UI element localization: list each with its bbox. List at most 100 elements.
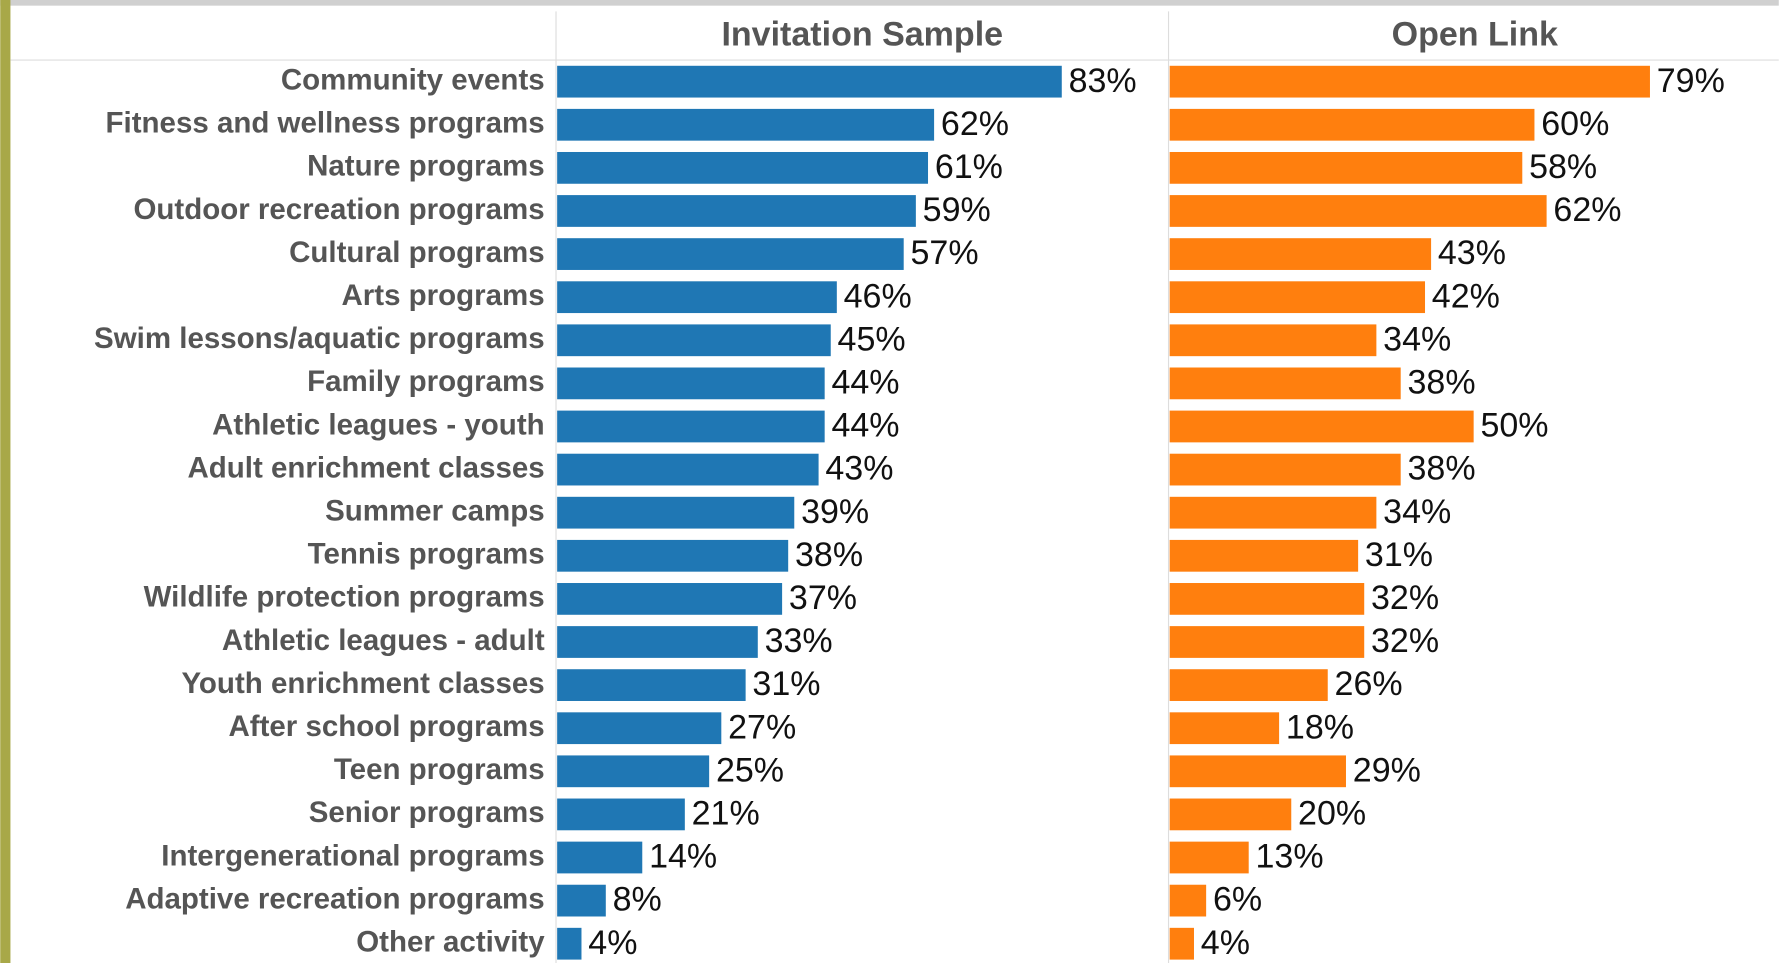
bar — [1169, 496, 1377, 529]
category-label: Community events — [281, 63, 545, 96]
bar — [1169, 669, 1328, 701]
category-label: Summer camps — [325, 494, 545, 527]
bar — [557, 151, 929, 184]
value-label: 6% — [1213, 881, 1262, 919]
value-label: 29% — [1353, 751, 1421, 789]
value-label: 20% — [1298, 795, 1366, 833]
value-label: 38% — [1408, 364, 1476, 402]
value-label: 59% — [923, 191, 991, 229]
bar — [557, 539, 789, 572]
category-label: Athletic leagues - youth — [212, 408, 545, 441]
value-label: 62% — [941, 105, 1009, 143]
value-label: 43% — [1438, 234, 1506, 272]
value-label: 39% — [801, 493, 869, 531]
bar — [1169, 884, 1207, 917]
bar — [557, 324, 831, 357]
value-label: 57% — [911, 234, 979, 272]
value-label: 25% — [716, 751, 784, 789]
value-label: 83% — [1069, 62, 1137, 100]
value-label: 26% — [1335, 665, 1403, 703]
category-label: Swim lessons/aquatic programs — [94, 322, 545, 355]
bar — [1169, 281, 1426, 314]
bar — [557, 281, 837, 314]
value-label: 37% — [789, 579, 857, 617]
value-label: 4% — [1201, 924, 1250, 962]
bar — [1169, 755, 1346, 788]
value-label: 31% — [1365, 536, 1433, 574]
bar — [557, 626, 758, 658]
category-label: Senior programs — [309, 796, 545, 829]
bar — [557, 65, 1062, 98]
bar — [557, 927, 582, 960]
bar — [1169, 626, 1365, 658]
category-label: After school programs — [228, 710, 544, 743]
bar — [557, 884, 606, 917]
category-label: Youth enrichment classes — [181, 667, 544, 700]
bar — [1169, 583, 1365, 615]
category-label: Adult enrichment classes — [187, 451, 544, 484]
bar — [557, 841, 643, 874]
bar — [557, 108, 935, 141]
value-label: 61% — [935, 148, 1003, 186]
value-label: 31% — [752, 665, 820, 703]
category-label: Fitness and wellness programs — [106, 107, 545, 140]
category-label: Adaptive recreation programs — [125, 882, 544, 915]
value-label: 34% — [1383, 320, 1451, 358]
bar — [1169, 151, 1523, 184]
panel-header: Open Link — [1392, 15, 1558, 53]
bar — [1169, 367, 1401, 400]
value-label: 33% — [765, 622, 833, 660]
bar — [557, 195, 916, 227]
value-label: 34% — [1383, 493, 1451, 531]
category-label: Other activity — [356, 926, 545, 959]
bar — [557, 496, 795, 529]
value-label: 8% — [613, 881, 662, 919]
bar — [1169, 927, 1194, 960]
value-label: 43% — [825, 450, 893, 488]
value-label: 21% — [692, 795, 760, 833]
value-label: 42% — [1432, 277, 1500, 315]
bar — [1169, 798, 1292, 831]
category-label: Tennis programs — [308, 538, 545, 571]
value-label: 58% — [1529, 148, 1597, 186]
value-label: 32% — [1371, 579, 1439, 617]
bar — [1169, 324, 1377, 357]
bar — [1169, 65, 1650, 98]
top-bar — [0, 0, 1779, 6]
category-label: Arts programs — [342, 279, 545, 312]
bar — [1169, 712, 1280, 745]
bar — [557, 712, 722, 745]
bar — [1169, 195, 1547, 227]
value-label: 50% — [1480, 407, 1548, 445]
value-label: 46% — [844, 277, 912, 315]
value-label: 32% — [1371, 622, 1439, 660]
value-label: 79% — [1657, 62, 1725, 100]
bar — [1169, 453, 1401, 486]
category-label: Athletic leagues - adult — [222, 624, 545, 657]
category-label: Nature programs — [307, 150, 545, 183]
bar — [1169, 539, 1359, 572]
category-label: Teen programs — [334, 753, 545, 786]
value-label: 45% — [838, 320, 906, 358]
category-label: Wildlife protection programs — [144, 581, 545, 614]
category-label: Family programs — [307, 365, 545, 398]
bar — [557, 453, 819, 486]
value-label: 44% — [831, 407, 899, 445]
bar — [557, 367, 825, 400]
bar — [557, 583, 783, 615]
bar — [557, 798, 685, 831]
value-label: 62% — [1553, 191, 1621, 229]
bar — [1169, 238, 1432, 270]
bar — [1169, 108, 1535, 141]
category-label: Intergenerational programs — [161, 839, 544, 872]
bar — [1169, 841, 1249, 874]
value-label: 60% — [1541, 105, 1609, 143]
side-stripe — [0, 0, 11, 963]
value-label: 18% — [1286, 708, 1354, 746]
bar — [557, 755, 710, 788]
value-label: 44% — [831, 364, 899, 402]
bar — [557, 410, 825, 443]
category-label: Cultural programs — [289, 236, 545, 269]
bar — [1169, 410, 1474, 443]
